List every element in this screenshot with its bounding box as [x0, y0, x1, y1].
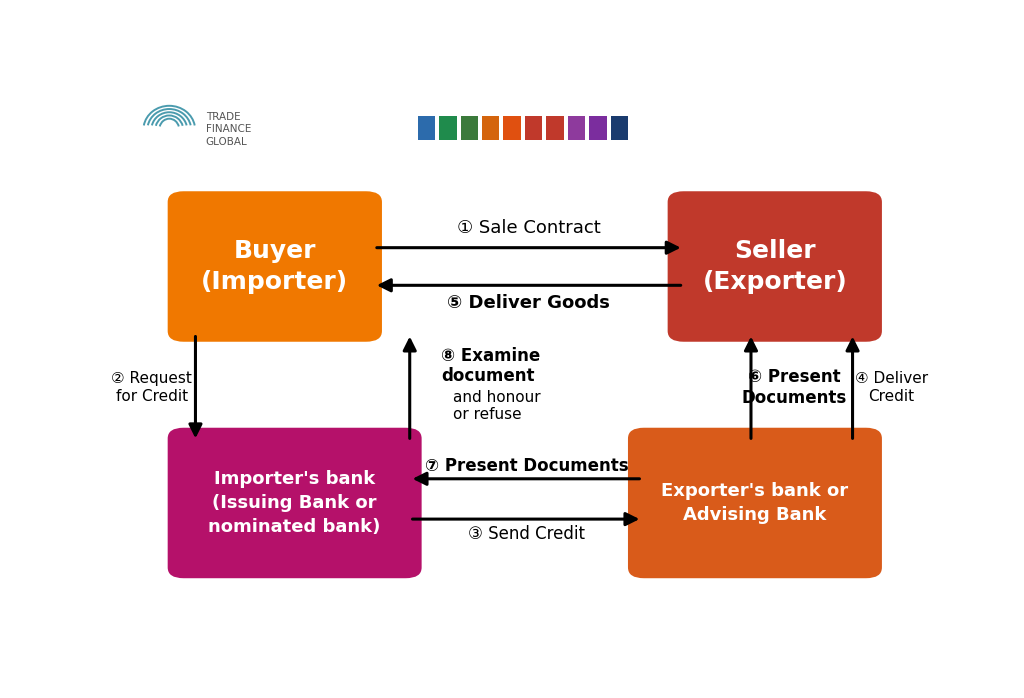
FancyBboxPatch shape	[504, 116, 521, 140]
Text: ② Request
for Credit: ② Request for Credit	[112, 371, 193, 403]
Text: Buyer
(Importer): Buyer (Importer)	[202, 239, 348, 295]
FancyBboxPatch shape	[461, 116, 478, 140]
Text: Importer's bank
(Issuing Bank or
nominated bank): Importer's bank (Issuing Bank or nominat…	[209, 470, 381, 535]
FancyBboxPatch shape	[589, 116, 606, 140]
FancyBboxPatch shape	[439, 116, 457, 140]
FancyBboxPatch shape	[546, 116, 563, 140]
FancyBboxPatch shape	[418, 116, 435, 140]
Text: ⑤ Deliver Goods: ⑤ Deliver Goods	[447, 294, 610, 312]
Text: ⑧ Examine
document: ⑧ Examine document	[441, 346, 541, 385]
FancyBboxPatch shape	[628, 428, 882, 578]
FancyBboxPatch shape	[168, 191, 382, 342]
Text: ③ Send Credit: ③ Send Credit	[468, 525, 585, 542]
Text: ⑥ Present
Documents: ⑥ Present Documents	[742, 368, 847, 407]
FancyBboxPatch shape	[482, 116, 500, 140]
Text: Seller
(Exporter): Seller (Exporter)	[702, 239, 847, 295]
FancyBboxPatch shape	[168, 428, 422, 578]
FancyBboxPatch shape	[610, 116, 628, 140]
FancyBboxPatch shape	[668, 191, 882, 342]
Text: Exporter's bank or
Advising Bank: Exporter's bank or Advising Bank	[662, 482, 849, 524]
Text: TRADE
FINANCE
GLOBAL: TRADE FINANCE GLOBAL	[206, 112, 251, 147]
Text: ⑦ Present Documents: ⑦ Present Documents	[425, 457, 628, 475]
Text: and honour
or refuse: and honour or refuse	[453, 390, 541, 422]
Text: ④ Deliver
Credit: ④ Deliver Credit	[855, 371, 928, 403]
FancyBboxPatch shape	[524, 116, 543, 140]
Text: ① Sale Contract: ① Sale Contract	[457, 218, 601, 237]
FancyBboxPatch shape	[567, 116, 585, 140]
